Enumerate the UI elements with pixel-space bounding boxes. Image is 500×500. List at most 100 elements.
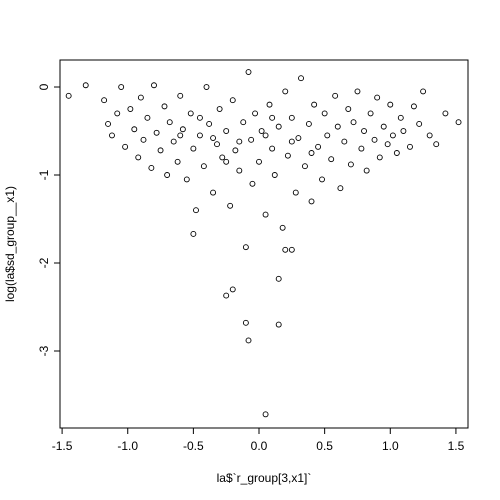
point: [374, 94, 381, 101]
point: [298, 75, 304, 82]
point: [229, 97, 236, 104]
point: [361, 128, 367, 134]
point: [183, 176, 190, 183]
point: [420, 88, 427, 95]
point: [271, 172, 278, 178]
point: [190, 231, 197, 237]
point: [196, 114, 203, 121]
point: [118, 84, 125, 90]
point: [288, 246, 295, 253]
x-tick-label: 1.0: [382, 439, 399, 453]
point: [131, 126, 138, 133]
point: [350, 119, 357, 126]
point: [315, 143, 322, 150]
point: [397, 114, 404, 121]
point: [193, 207, 199, 214]
y-axis-label: log(la$sd_group__x1): [3, 186, 17, 302]
point: [170, 138, 177, 145]
point: [282, 88, 289, 95]
point: [308, 150, 315, 156]
point: [177, 92, 184, 99]
point: [151, 82, 157, 89]
point: [164, 172, 171, 178]
point: [161, 103, 168, 110]
point: [433, 141, 440, 148]
point: [341, 138, 348, 145]
point: [242, 244, 249, 251]
point: [258, 128, 265, 134]
point: [324, 132, 331, 139]
point: [256, 158, 262, 165]
point: [262, 132, 269, 139]
point: [384, 141, 391, 148]
point: [190, 145, 197, 152]
point: [65, 92, 72, 99]
point: [302, 163, 308, 170]
point: [114, 110, 121, 117]
point: [347, 161, 354, 168]
point: [389, 132, 396, 139]
point: [311, 101, 318, 108]
point: [236, 138, 243, 145]
point: [292, 189, 299, 196]
point: [284, 152, 291, 159]
point: [245, 69, 252, 76]
point: [393, 150, 400, 156]
point: [321, 110, 328, 117]
point: [203, 84, 210, 90]
point: [371, 136, 378, 143]
point: [328, 156, 335, 163]
point: [210, 135, 217, 142]
point: [279, 224, 286, 231]
point: [262, 411, 269, 418]
point: [214, 141, 220, 148]
point: [242, 319, 249, 326]
point: [140, 136, 147, 143]
point: [266, 101, 273, 108]
point: [305, 121, 312, 127]
point: [187, 110, 194, 117]
point: [248, 136, 255, 143]
point: [319, 176, 325, 183]
point: [82, 82, 89, 89]
point: [358, 145, 365, 152]
x-tick-label: -0.5: [183, 439, 204, 453]
point: [269, 114, 276, 121]
point: [269, 145, 276, 152]
point: [288, 114, 295, 121]
point: [229, 286, 236, 293]
point: [206, 121, 213, 127]
point: [227, 202, 234, 209]
point: [245, 337, 252, 344]
point: [232, 147, 239, 154]
point: [157, 147, 164, 154]
plot-box: [59, 59, 469, 429]
point: [109, 132, 115, 139]
point: [275, 275, 282, 282]
point: [387, 101, 394, 108]
point: [376, 154, 383, 161]
point: [223, 128, 230, 134]
point: [308, 198, 315, 205]
point: [380, 123, 387, 130]
point: [275, 321, 282, 328]
point: [426, 132, 433, 139]
point: [153, 129, 160, 136]
y-tick-label: -1: [37, 169, 51, 180]
point: [101, 97, 108, 104]
point: [196, 132, 203, 139]
point: [127, 106, 134, 112]
point: [210, 189, 217, 196]
point: [148, 165, 155, 171]
point: [166, 119, 173, 126]
x-axis-label: la$`r_group[3,x1]`: [217, 471, 312, 485]
point: [122, 143, 129, 150]
point: [137, 94, 144, 101]
point: [249, 180, 256, 187]
point: [144, 114, 151, 121]
point: [337, 185, 344, 192]
y-tick-label: 0: [37, 83, 51, 90]
point: [135, 154, 142, 161]
point: [216, 106, 223, 112]
point: [236, 167, 243, 174]
